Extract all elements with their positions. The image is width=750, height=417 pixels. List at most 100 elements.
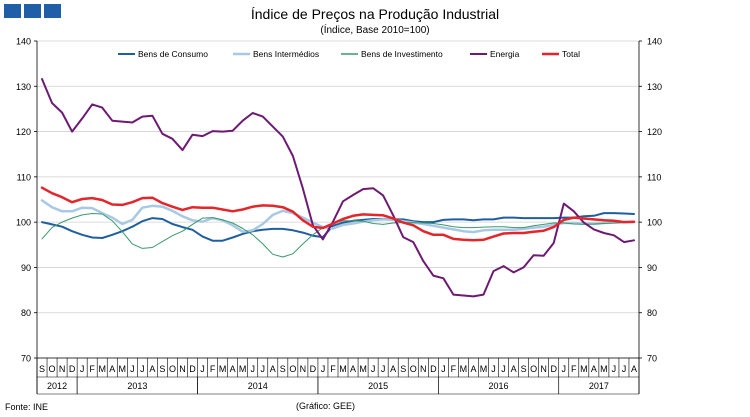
month-label: N	[540, 364, 547, 374]
series-lines	[40, 78, 636, 298]
month-label: J	[261, 364, 266, 374]
month-label: D	[69, 364, 76, 374]
chart-title: Índice de Preços na Produção Industrial	[250, 6, 500, 22]
year-label: 2015	[368, 381, 388, 391]
month-label: F	[89, 364, 95, 374]
month-label: A	[230, 364, 236, 374]
logo-block	[4, 4, 21, 18]
month-label: A	[390, 364, 396, 374]
logo-block	[24, 4, 41, 18]
y-tick-label-right: 90	[647, 263, 657, 273]
month-label: A	[591, 364, 597, 374]
y-tick-label-left: 130	[16, 82, 31, 92]
month-label: O	[289, 364, 296, 374]
month-label: J	[250, 364, 255, 374]
month-label: J	[130, 364, 135, 374]
y-tick-label-right: 70	[647, 354, 657, 364]
y-tick-label-left: 120	[16, 127, 31, 137]
month-label: M	[98, 364, 106, 374]
month-label: F	[451, 364, 457, 374]
month-label: J	[200, 364, 205, 374]
legend-label: Energia	[490, 49, 520, 59]
month-label: A	[270, 364, 276, 374]
y-tick-label-left: 80	[21, 308, 31, 318]
month-label: A	[149, 364, 155, 374]
month-label: J	[441, 364, 446, 374]
y-tick-label-left: 90	[21, 263, 31, 273]
month-label: S	[400, 364, 406, 374]
month-label: S	[521, 364, 527, 374]
month-label: J	[491, 364, 496, 374]
month-label: S	[159, 364, 165, 374]
y-tick-label-right: 110	[647, 172, 661, 182]
month-label: O	[530, 364, 537, 374]
series-line	[40, 199, 636, 234]
month-label: N	[300, 364, 307, 374]
month-label: J	[140, 364, 145, 374]
month-label: J	[612, 364, 617, 374]
month-label: D	[310, 364, 317, 374]
legend-label: Total	[562, 49, 580, 59]
month-label: M	[600, 364, 608, 374]
month-label: D	[189, 364, 196, 374]
y-tick-label-right: 140	[647, 37, 662, 47]
y-tick-label-right: 100	[647, 218, 662, 228]
month-label: J	[622, 364, 627, 374]
month-label: N	[420, 364, 427, 374]
month-label: A	[109, 364, 115, 374]
y-tick-label-left: 140	[16, 37, 31, 47]
month-label: J	[381, 364, 386, 374]
month-label: O	[410, 364, 417, 374]
month-label: M	[339, 364, 347, 374]
legend-label: Bens de Consumo	[138, 49, 208, 59]
month-label: M	[580, 364, 588, 374]
month-label: A	[350, 364, 356, 374]
month-label: M	[219, 364, 227, 374]
legend-label: Bens Intermédios	[253, 49, 319, 59]
month-label: M	[460, 364, 468, 374]
year-label: 2014	[248, 381, 268, 391]
year-label: 2012	[47, 381, 67, 391]
chart-subtitle: (Índice, Base 2010=100)	[320, 25, 430, 36]
axes: 70 70 80 80 90 90 100 100 110 110 120 120 130 130 140 1…	[16, 37, 662, 395]
y-tick-label-right: 130	[647, 82, 662, 92]
month-label: A	[631, 364, 637, 374]
y-tick-label-left: 70	[21, 354, 31, 364]
month-label: N	[59, 364, 66, 374]
month-label: S	[39, 364, 45, 374]
y-tick-label-left: 110	[17, 172, 31, 182]
month-label: M	[359, 364, 367, 374]
month-label: D	[550, 364, 557, 374]
source-note: Fonte: INE	[5, 402, 49, 412]
month-label: J	[501, 364, 506, 374]
legend-label: Bens de Investimento	[361, 49, 443, 59]
month-label: O	[49, 364, 56, 374]
month-label: N	[179, 364, 186, 374]
y-tick-label-right: 80	[647, 308, 657, 318]
month-label: J	[371, 364, 376, 374]
month-label: F	[210, 364, 216, 374]
month-label: F	[571, 364, 577, 374]
month-label: F	[330, 364, 336, 374]
month-label: O	[169, 364, 176, 374]
month-label: M	[480, 364, 488, 374]
month-label: J	[321, 364, 326, 374]
month-label: S	[280, 364, 286, 374]
ine-logo-blocks-icon	[4, 4, 61, 18]
month-label: M	[239, 364, 247, 374]
month-label: A	[511, 364, 517, 374]
year-label: 2016	[489, 381, 509, 391]
legend: Bens de Consumo Bens Intermédios Bens de I…	[118, 49, 580, 59]
series-line	[41, 212, 635, 242]
y-tick-label-right: 120	[647, 127, 662, 137]
year-label: 2017	[589, 381, 609, 391]
series-line	[41, 78, 635, 298]
month-label: D	[430, 364, 437, 374]
month-label: A	[470, 364, 476, 374]
logo-block	[44, 4, 61, 18]
grid-lines	[37, 40, 639, 359]
month-label: J	[80, 364, 85, 374]
month-label: J	[562, 364, 567, 374]
year-label: 2013	[127, 381, 147, 391]
